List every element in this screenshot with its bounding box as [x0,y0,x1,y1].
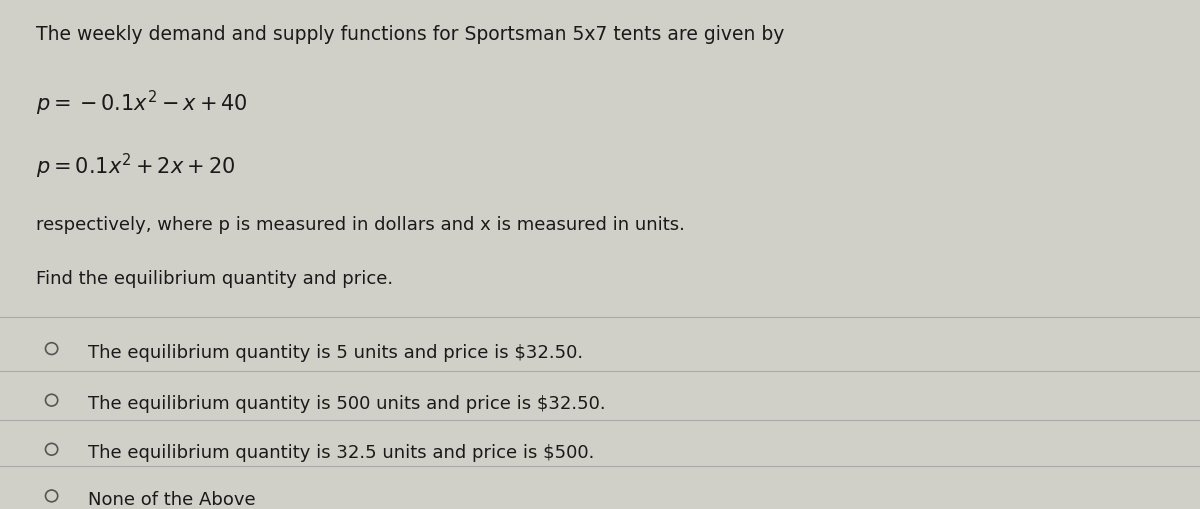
Text: $p = 0.1x^2 + 2x + 20$: $p = 0.1x^2 + 2x + 20$ [36,152,235,181]
Text: None of the Above: None of the Above [88,491,256,509]
Text: The equilibrium quantity is 5 units and price is $32.50.: The equilibrium quantity is 5 units and … [88,344,583,362]
Text: The weekly demand and supply functions for Sportsman 5x7 tents are given by: The weekly demand and supply functions f… [36,24,785,44]
Text: The equilibrium quantity is 500 units and price is $32.50.: The equilibrium quantity is 500 units an… [88,395,605,413]
Text: Find the equilibrium quantity and price.: Find the equilibrium quantity and price. [36,270,394,288]
Text: $p = -0.1x^2 - x + 40$: $p = -0.1x^2 - x + 40$ [36,89,247,118]
Text: respectively, where p is measured in dollars and x is measured in units.: respectively, where p is measured in dol… [36,216,685,234]
Text: The equilibrium quantity is 32.5 units and price is $500.: The equilibrium quantity is 32.5 units a… [88,444,594,462]
